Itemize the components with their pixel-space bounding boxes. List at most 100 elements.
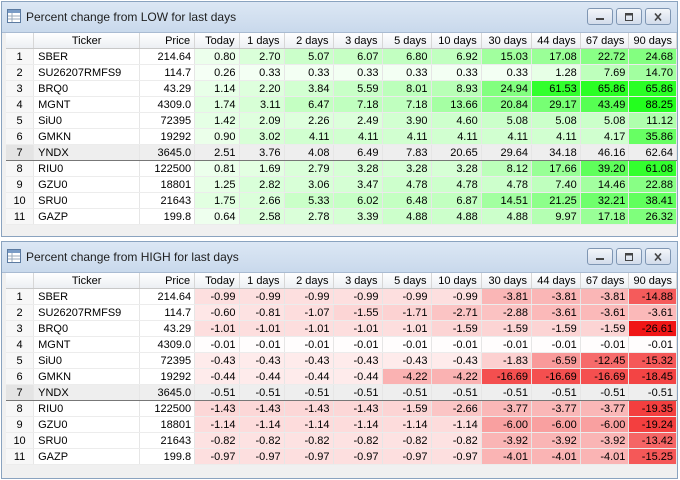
percent-cell[interactable]: 7.18	[382, 96, 432, 113]
maximize-button[interactable]	[616, 8, 642, 25]
percent-cell[interactable]: -0.51	[333, 384, 383, 401]
minimize-button[interactable]	[587, 8, 613, 25]
percent-cell[interactable]: -0.97	[333, 448, 383, 465]
column-header[interactable]: 90 days	[628, 33, 677, 49]
percent-cell[interactable]: -1.01	[382, 320, 432, 337]
percent-cell[interactable]: -0.60	[194, 304, 240, 321]
percent-cell[interactable]: -0.82	[431, 432, 482, 449]
percent-cell[interactable]: 2.70	[239, 48, 285, 65]
percent-cell[interactable]: 3.02	[239, 128, 285, 145]
price-cell[interactable]: 114.7	[139, 64, 196, 81]
price-cell[interactable]: 72395	[139, 352, 196, 369]
percent-cell[interactable]: -0.99	[382, 288, 432, 305]
column-header[interactable]: 2 days	[284, 33, 334, 49]
percent-cell[interactable]: 11.12	[628, 112, 677, 129]
percent-cell[interactable]: 7.69	[580, 64, 630, 81]
percent-cell[interactable]: -0.51	[239, 384, 285, 401]
percent-cell[interactable]: 2.09	[239, 112, 285, 129]
ticker-cell[interactable]: SU26207RMFS9	[33, 64, 141, 81]
percent-cell[interactable]: -2.88	[481, 304, 533, 321]
percent-cell[interactable]: -1.01	[284, 320, 334, 337]
percent-cell[interactable]: -0.51	[481, 384, 533, 401]
percent-cell[interactable]: -15.25	[628, 448, 677, 465]
percent-cell[interactable]: -0.51	[194, 384, 240, 401]
percent-cell[interactable]: 15.03	[481, 48, 533, 65]
percent-cell[interactable]: 1.14	[194, 80, 240, 97]
minimize-button[interactable]	[587, 248, 613, 265]
percent-cell[interactable]: 1.74	[194, 96, 240, 113]
price-cell[interactable]: 3645.0	[139, 384, 196, 401]
percent-cell[interactable]: -0.44	[284, 368, 334, 385]
percent-cell[interactable]: -4.01	[580, 448, 630, 465]
percent-cell[interactable]: -0.01	[580, 336, 630, 353]
ticker-cell[interactable]: SBER	[33, 48, 141, 65]
row-number[interactable]: 11	[6, 208, 35, 225]
table-row[interactable]: 11 GAZP 199.8 0.64 2.58 2.78 3.39 4.88 4.88 4.88 9…	[6, 208, 677, 225]
ticker-cell[interactable]: GMKN	[33, 368, 141, 385]
percent-cell[interactable]: 5.08	[481, 112, 533, 129]
ticker-cell[interactable]: RIU0	[33, 400, 141, 417]
percent-cell[interactable]: -0.01	[239, 336, 285, 353]
percent-cell[interactable]: 2.26	[284, 112, 334, 129]
percent-cell[interactable]: -0.51	[431, 384, 482, 401]
ticker-cell[interactable]: BRQ0	[33, 80, 141, 97]
column-header[interactable]: 3 days	[333, 273, 383, 289]
percent-cell[interactable]: 2.51	[194, 144, 240, 161]
table-row[interactable]: 6 GMKN 19292 -0.44 -0.44 -0.44 -0.44 -4.22 -4.22…	[6, 368, 677, 385]
percent-cell[interactable]: -1.14	[333, 416, 383, 433]
percent-cell[interactable]: 1.28	[531, 64, 581, 81]
percent-cell[interactable]: -3.77	[580, 400, 630, 417]
percent-cell[interactable]: 7.83	[382, 144, 432, 161]
percent-cell[interactable]: 0.81	[194, 160, 240, 177]
percent-cell[interactable]: 2.20	[239, 80, 285, 97]
percent-cell[interactable]: -0.44	[333, 368, 383, 385]
percent-cell[interactable]: -0.43	[431, 352, 482, 369]
percent-cell[interactable]: 61.08	[628, 160, 677, 177]
percent-cell[interactable]: 4.78	[481, 176, 533, 193]
percent-cell[interactable]: 3.47	[333, 176, 383, 193]
percent-cell[interactable]: -0.82	[239, 432, 285, 449]
row-number[interactable]: 10	[6, 192, 35, 209]
percent-cell[interactable]: -0.01	[628, 336, 677, 353]
percent-cell[interactable]: -1.14	[431, 416, 482, 433]
percent-cell[interactable]: 3.90	[382, 112, 432, 129]
percent-cell[interactable]: -1.14	[382, 416, 432, 433]
percent-cell[interactable]: -2.71	[431, 304, 482, 321]
percent-cell[interactable]: 8.01	[382, 80, 432, 97]
column-header[interactable]: 44 days	[531, 33, 581, 49]
percent-cell[interactable]: -4.22	[431, 368, 482, 385]
ticker-cell[interactable]: SBER	[33, 288, 141, 305]
percent-cell[interactable]: -0.43	[284, 352, 334, 369]
percent-cell[interactable]: -3.92	[481, 432, 533, 449]
column-header[interactable]: 1 days	[239, 33, 285, 49]
percent-cell[interactable]: -1.71	[382, 304, 432, 321]
ticker-cell[interactable]: YNDX	[33, 384, 141, 401]
percent-cell[interactable]: 20.65	[431, 144, 482, 161]
percent-cell[interactable]: 0.64	[194, 208, 240, 225]
percent-cell[interactable]: -0.01	[284, 336, 334, 353]
price-cell[interactable]: 114.7	[139, 304, 196, 321]
percent-cell[interactable]: 5.59	[333, 80, 383, 97]
price-cell[interactable]: 3645.0	[139, 144, 196, 161]
column-header[interactable]: Today	[194, 273, 240, 289]
percent-cell[interactable]: 4.11	[431, 128, 482, 145]
percent-cell[interactable]: -0.43	[382, 352, 432, 369]
percent-cell[interactable]: -0.99	[431, 288, 482, 305]
percent-cell[interactable]: -0.44	[239, 368, 285, 385]
row-number[interactable]: 4	[6, 336, 35, 353]
percent-cell[interactable]: 4.88	[382, 208, 432, 225]
price-cell[interactable]: 214.64	[139, 288, 196, 305]
percent-cell[interactable]: 1.25	[194, 176, 240, 193]
percent-cell[interactable]: -0.01	[382, 336, 432, 353]
percent-cell[interactable]: 4.88	[431, 208, 482, 225]
row-number[interactable]: 11	[6, 448, 35, 465]
percent-cell[interactable]: -0.01	[333, 336, 383, 353]
percent-cell[interactable]: -0.99	[333, 288, 383, 305]
percent-cell[interactable]: 3.39	[333, 208, 383, 225]
percent-cell[interactable]: -1.59	[431, 320, 482, 337]
table-row[interactable]: 7 YNDX 3645.0 -0.51 -0.51 -0.51 -0.51 -0.51 -0.5…	[6, 384, 677, 401]
row-number[interactable]: 10	[6, 432, 35, 449]
percent-cell[interactable]: -18.45	[628, 368, 677, 385]
percent-cell[interactable]: -0.43	[239, 352, 285, 369]
percent-cell[interactable]: 2.82	[239, 176, 285, 193]
